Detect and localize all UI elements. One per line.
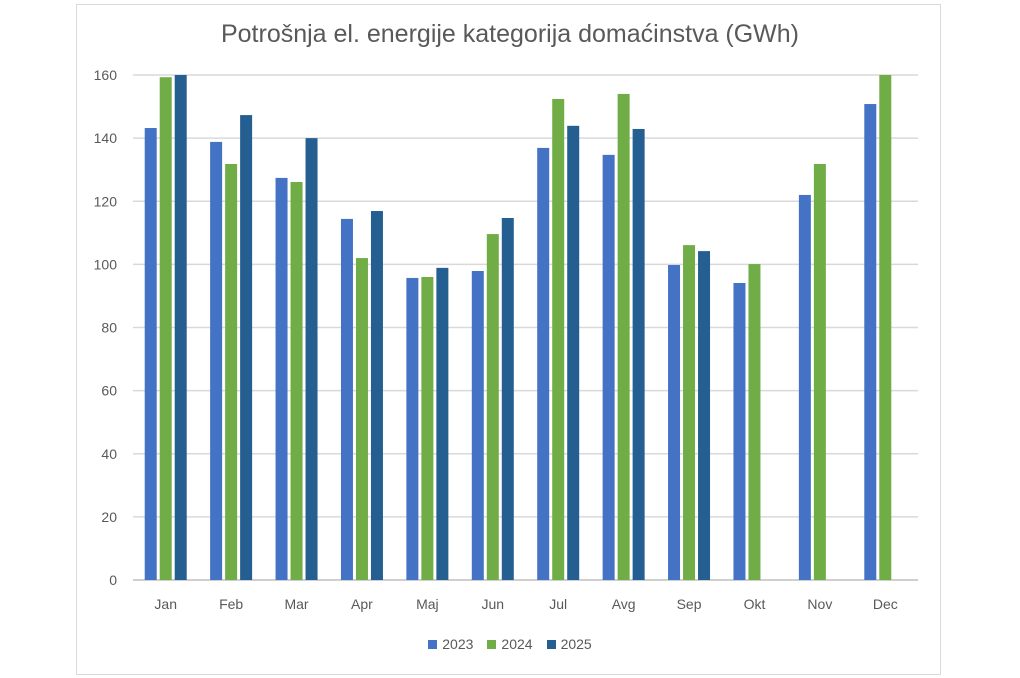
y-tick-label: 80 (101, 320, 117, 336)
bar-2025-Apr (370, 211, 383, 581)
bar-2025-Jul (567, 125, 580, 581)
bar-2025-Feb (240, 115, 253, 580)
bar-2024-Jun (486, 234, 499, 580)
y-tick-label: 160 (94, 67, 118, 83)
x-tick-label: Avg (612, 596, 636, 612)
bar-2023-Avg (602, 154, 615, 580)
x-tick-label: Dec (873, 596, 898, 612)
y-tick-label: 0 (109, 572, 117, 588)
legend-label: 2023 (442, 636, 474, 652)
bar-2024-Avg (617, 93, 630, 580)
x-tick-label: Apr (351, 596, 373, 612)
x-tick-label: Mar (284, 596, 308, 612)
bar-2025-Jun (501, 217, 514, 580)
legend-swatch (428, 639, 438, 649)
bar-2025-Mar (305, 138, 318, 580)
bar-2024-Okt (748, 264, 761, 580)
bar-2023-Jun (471, 271, 484, 580)
bar-2025-Sep (698, 251, 711, 580)
bar-2025-Avg (632, 128, 645, 581)
bar-2024-Mar (290, 181, 303, 580)
bar-2025-Maj (436, 267, 449, 580)
bar-2024-Jul (552, 98, 565, 581)
bar-2023-Maj (406, 277, 419, 580)
bar-2024-Dec (879, 75, 892, 580)
y-tick-label: 60 (101, 383, 117, 399)
bar-2023-Dec (864, 104, 877, 580)
y-tick-label: 120 (94, 193, 118, 209)
x-tick-label: Maj (416, 596, 439, 612)
legend: 2023 2024 2025 (0, 636, 1020, 652)
bar-2024-Sep (683, 245, 696, 580)
x-tick-label: Sep (677, 596, 702, 612)
x-tick-label: Jun (482, 596, 505, 612)
bar-2023-Feb (210, 141, 223, 580)
legend-swatch (487, 639, 497, 649)
legend-label: 2024 (501, 636, 533, 652)
bar-2024-Maj (421, 277, 434, 580)
bar-2024-Feb (225, 164, 238, 580)
bar-2023-Okt (733, 282, 746, 580)
x-tick-label: Jan (154, 596, 177, 612)
x-tick-label: Jul (549, 596, 567, 612)
bar-2023-Jul (537, 147, 550, 581)
bar-2023-Sep (668, 265, 681, 580)
bar-2025-Jan (174, 75, 187, 580)
legend-label: 2025 (560, 636, 592, 652)
y-tick-label: 100 (94, 256, 118, 272)
x-tick-label: Feb (219, 596, 243, 612)
x-tick-label: Okt (744, 596, 766, 612)
legend-item-2024: 2024 (487, 636, 533, 652)
legend-item-2025: 2025 (546, 636, 592, 652)
bar-2023-Jan (144, 128, 157, 580)
bar-2023-Mar (275, 177, 288, 581)
x-tick-label: Nov (807, 596, 832, 612)
bar-2024-Apr (355, 258, 368, 580)
y-tick-label: 140 (94, 130, 118, 146)
bar-2023-Apr (340, 218, 353, 581)
y-tick-label: 20 (101, 509, 117, 525)
legend-item-2023: 2023 (428, 636, 473, 652)
y-tick-label: 40 (101, 446, 117, 462)
bar-2023-Nov (798, 194, 811, 580)
bar-2024-Nov (813, 164, 826, 580)
chart-title: Potrošnja el. energije kategorija domaći… (220, 20, 800, 48)
legend-swatch (546, 639, 556, 649)
chart-frame (76, 4, 941, 675)
bar-2024-Jan (159, 77, 172, 580)
